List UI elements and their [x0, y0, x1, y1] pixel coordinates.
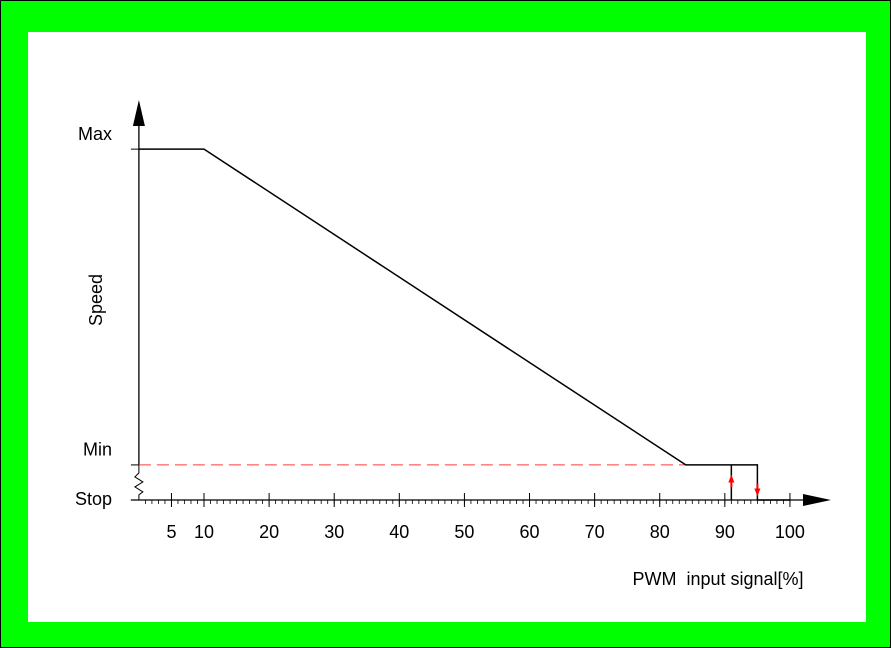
- x-tick-label: 80: [650, 522, 670, 542]
- x-tick-label: 90: [715, 522, 735, 542]
- x-tick-label: 5: [166, 522, 176, 542]
- x-tick-label: 30: [324, 522, 344, 542]
- y-tick-label: Min: [83, 440, 112, 460]
- x-tick-label: 20: [259, 522, 279, 542]
- series-line: [138, 148, 790, 501]
- y-axis-arrow: [132, 100, 145, 126]
- x-tick-label: 40: [389, 522, 409, 542]
- x-axis-label: PWM input signal[%]: [632, 569, 803, 589]
- x-tick-label: 50: [454, 522, 474, 542]
- x-tick-label: 70: [585, 522, 605, 542]
- x-tick-label: 60: [520, 522, 540, 542]
- x-axis-arrow: [803, 494, 831, 506]
- direction-arrow: [728, 474, 735, 483]
- y-tick-label: Stop: [75, 489, 112, 509]
- plot-background: [28, 32, 866, 622]
- axis-break: [133, 464, 144, 500]
- direction-arrow: [754, 488, 761, 497]
- x-tick-label: 100: [775, 522, 805, 542]
- x-tick-label: 10: [194, 522, 214, 542]
- y-axis-label: Speed: [86, 274, 106, 326]
- y-tick-label: Max: [78, 124, 112, 144]
